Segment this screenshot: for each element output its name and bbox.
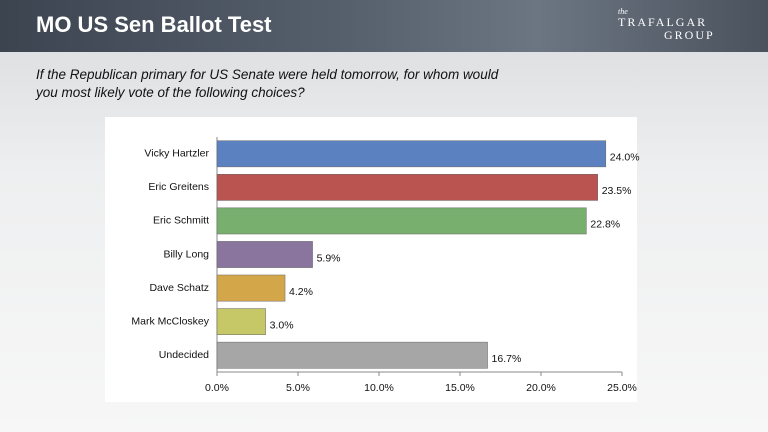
bar (216, 308, 266, 335)
y-tick-label: Eric Greitens (148, 181, 209, 193)
bar (216, 140, 607, 168)
logo: the TRAFALGAR GROUP (618, 8, 715, 42)
bar (216, 274, 286, 302)
y-tick-label: Dave Schatz (149, 282, 209, 294)
bar (216, 341, 488, 369)
y-tick-label: Billy Long (163, 248, 209, 260)
value-label: 4.2% (289, 286, 313, 298)
bar (216, 207, 587, 235)
value-label: 5.9% (317, 252, 341, 264)
x-tick-label: 15.0% (445, 382, 475, 394)
title: MO US Sen Ballot Test (36, 12, 272, 37)
x-tick-label: 25.0% (607, 382, 637, 394)
value-label: 23.5% (602, 185, 632, 197)
y-tick-label: Eric Schmitt (153, 215, 209, 227)
logo-line: GROUP (664, 28, 715, 42)
x-tick-label: 20.0% (526, 382, 556, 394)
logo-small: the (618, 7, 628, 16)
y-tick-label: Vicky Hartzler (144, 148, 209, 160)
bar (216, 174, 598, 201)
value-label: 24.0% (610, 152, 640, 164)
bar (216, 241, 313, 268)
y-tick-label: Undecided (159, 349, 209, 361)
value-label: 22.8% (590, 219, 620, 231)
value-label: 16.7% (492, 353, 522, 365)
y-tick-label: Mark McCloskey (131, 315, 209, 327)
header (0, 0, 768, 52)
subtitle: If the Republican primary for US Senate … (36, 67, 499, 100)
x-tick-label: 10.0% (364, 382, 394, 394)
x-tick-label: 0.0% (205, 382, 229, 394)
x-tick-label: 5.0% (286, 382, 310, 394)
logo-line: TRAFALGAR (618, 15, 708, 29)
value-label: 3.0% (270, 319, 294, 331)
